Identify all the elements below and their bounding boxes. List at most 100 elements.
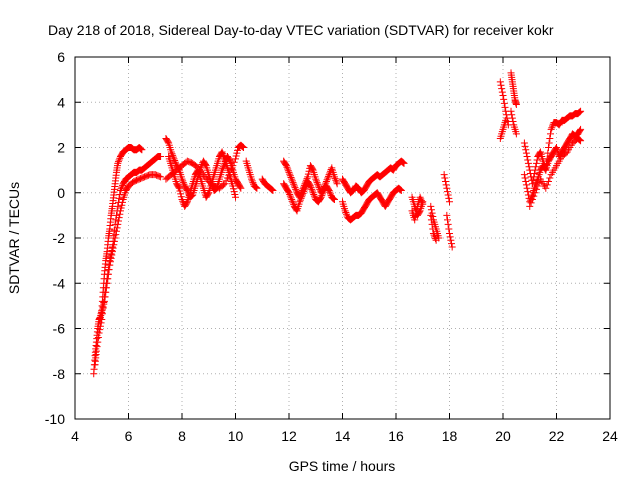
data-point bbox=[546, 174, 554, 182]
data-point bbox=[501, 103, 509, 111]
data-point bbox=[219, 181, 227, 189]
y-tick-label: -4 bbox=[53, 275, 66, 291]
data-point bbox=[542, 184, 550, 192]
data-point bbox=[137, 145, 145, 153]
data-point bbox=[292, 185, 300, 193]
data-point bbox=[427, 211, 435, 219]
data-point bbox=[524, 188, 532, 196]
data-point bbox=[219, 150, 227, 158]
data-point bbox=[301, 184, 309, 192]
data-point bbox=[109, 244, 117, 252]
data-point bbox=[418, 198, 426, 206]
data-point bbox=[432, 236, 440, 244]
data-point bbox=[110, 237, 118, 245]
x-tick-label: 12 bbox=[281, 428, 297, 444]
data-point bbox=[291, 184, 299, 192]
data-point bbox=[300, 188, 308, 196]
data-point bbox=[204, 190, 212, 198]
data-point bbox=[239, 143, 247, 151]
data-point bbox=[523, 153, 531, 161]
data-point bbox=[96, 322, 104, 330]
data-point bbox=[227, 165, 235, 173]
data-point bbox=[443, 188, 451, 196]
data-point bbox=[396, 185, 404, 193]
data-point bbox=[343, 210, 351, 218]
data-point bbox=[312, 175, 320, 183]
data-point bbox=[318, 190, 326, 198]
plot-frame bbox=[74, 56, 611, 420]
data-point bbox=[411, 216, 419, 224]
data-point bbox=[522, 177, 530, 185]
data-point bbox=[290, 182, 298, 190]
data-point bbox=[284, 167, 292, 175]
data-point bbox=[102, 288, 110, 296]
chart-title: Day 218 of 2018, Sidereal Day-to-day VTE… bbox=[48, 22, 554, 38]
data-point bbox=[286, 172, 294, 180]
data-point bbox=[169, 151, 177, 159]
data-point bbox=[137, 145, 145, 153]
data-point bbox=[112, 231, 120, 239]
data-point bbox=[309, 189, 317, 197]
data-point bbox=[498, 85, 506, 93]
data-point bbox=[496, 78, 504, 86]
data-point bbox=[283, 163, 291, 171]
data-point bbox=[285, 189, 293, 197]
data-point bbox=[288, 175, 296, 183]
data-point bbox=[225, 156, 233, 164]
data-point bbox=[284, 165, 292, 173]
data-point bbox=[232, 193, 239, 201]
data-point bbox=[289, 199, 297, 207]
data-point bbox=[441, 177, 449, 185]
data-point bbox=[520, 171, 528, 179]
data-point bbox=[508, 111, 516, 119]
data-point bbox=[112, 227, 120, 235]
data-point bbox=[285, 168, 293, 176]
data-point bbox=[286, 170, 294, 178]
data-point bbox=[111, 234, 119, 242]
data-point bbox=[299, 189, 307, 197]
y-tick-label: -6 bbox=[53, 321, 66, 337]
y-tick-label: -10 bbox=[45, 411, 65, 427]
data-point bbox=[413, 206, 421, 214]
data-point bbox=[543, 181, 551, 189]
data-point bbox=[547, 125, 555, 133]
data-point bbox=[114, 220, 122, 228]
y-axis-title: SDTVAR / TECUs bbox=[6, 182, 22, 294]
data-point bbox=[300, 186, 308, 194]
data-point bbox=[330, 173, 338, 181]
data-point bbox=[92, 347, 100, 355]
data-point bbox=[201, 160, 209, 168]
data-point bbox=[306, 182, 314, 190]
data-point bbox=[326, 190, 334, 198]
data-point bbox=[314, 180, 322, 188]
data-point bbox=[96, 326, 104, 334]
x-tick-label: 18 bbox=[442, 428, 458, 444]
data-point bbox=[219, 164, 227, 172]
data-point bbox=[298, 191, 306, 199]
data-point bbox=[230, 158, 238, 166]
y-tick-label: 4 bbox=[57, 94, 65, 110]
data-point bbox=[524, 159, 532, 167]
data-point bbox=[314, 182, 322, 190]
data-point bbox=[307, 184, 315, 192]
data-point bbox=[308, 185, 316, 193]
data-point bbox=[577, 137, 585, 145]
data-point bbox=[522, 149, 530, 157]
data-point bbox=[107, 254, 115, 262]
data-point bbox=[116, 210, 124, 218]
data-point bbox=[313, 179, 321, 187]
y-tick-labels: -10 -8 -6 -4 -2 0 2 4 6 bbox=[45, 49, 65, 427]
data-point bbox=[110, 241, 118, 249]
data-point bbox=[332, 178, 340, 186]
data-point bbox=[164, 138, 172, 146]
data-point bbox=[443, 211, 451, 219]
data-point bbox=[95, 329, 103, 337]
data-point bbox=[399, 159, 407, 167]
data-point bbox=[577, 107, 585, 115]
data-point bbox=[108, 251, 116, 259]
data-point bbox=[323, 176, 331, 184]
data-point bbox=[399, 158, 407, 166]
data-point bbox=[397, 186, 405, 194]
data-point bbox=[288, 177, 296, 185]
data-point bbox=[522, 146, 530, 154]
